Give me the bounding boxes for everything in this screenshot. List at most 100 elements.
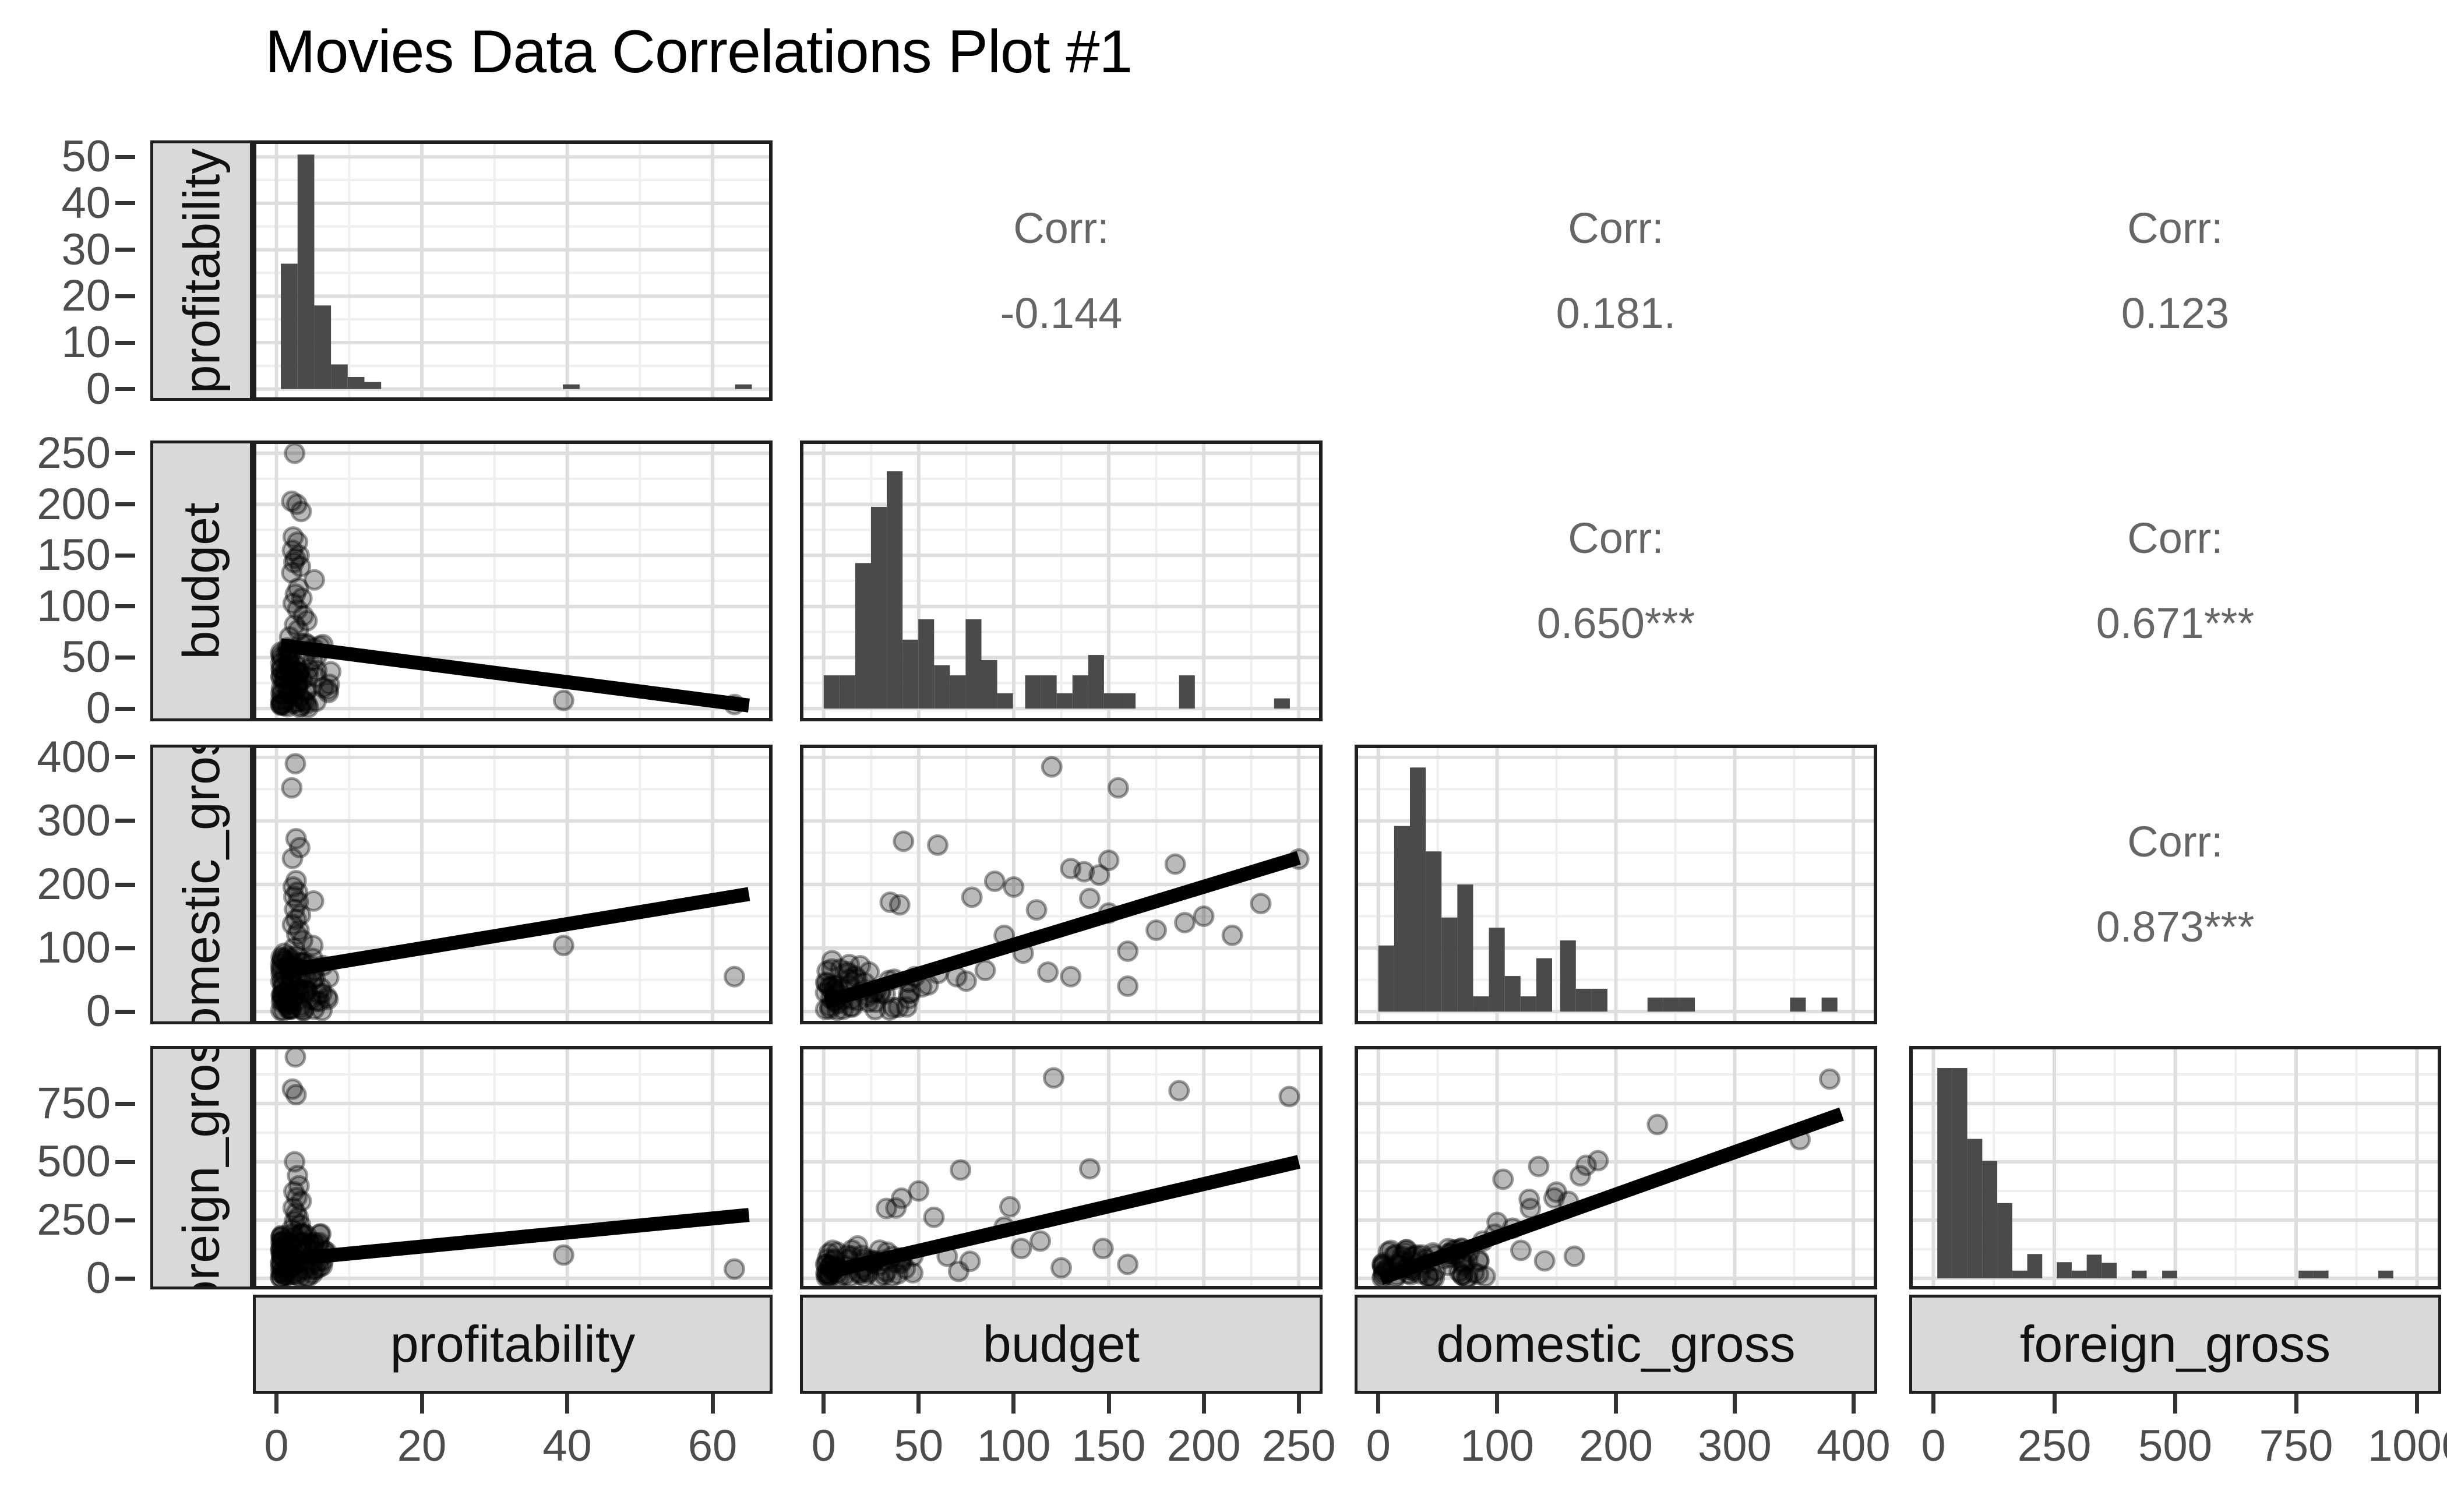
- x-tick-mark: [1106, 1394, 1111, 1414]
- scatter-panel-r3c2: [1355, 1046, 1877, 1289]
- y-tick-label: 300: [37, 795, 111, 845]
- y-tick-mark: [115, 154, 135, 159]
- corr-value: 0.650***: [1536, 599, 1695, 647]
- x-tick-mark: [1931, 1394, 1935, 1414]
- y-tick-mark: [115, 451, 135, 456]
- col-strip-profitability: profitability: [253, 1295, 773, 1394]
- y-tick-label: 10: [61, 318, 111, 367]
- scatter-panel-r2c0: [253, 745, 773, 1024]
- y-tick-mark: [115, 340, 135, 345]
- y-tick-mark: [115, 755, 135, 760]
- x-tick-label: 0: [1366, 1421, 1391, 1471]
- corr-value: 0.873***: [2096, 903, 2255, 951]
- col-strip-domestic_gross: domestic_gross: [1355, 1295, 1877, 1394]
- x-tick-label: 250: [2017, 1421, 2092, 1471]
- col-strip-label: domestic_gross: [1436, 1315, 1796, 1373]
- col-strip-label: foreign_gross: [2019, 1315, 2331, 1373]
- col-strip-label: profitability: [390, 1315, 636, 1373]
- x-tick-label: 0: [811, 1421, 836, 1471]
- y-tick-mark: [115, 248, 135, 252]
- x-tick-mark: [274, 1394, 279, 1414]
- corr-label: Corr:: [1013, 203, 1109, 252]
- y-tick-mark: [115, 706, 135, 711]
- x-tick-label: 500: [2138, 1421, 2212, 1471]
- x-tick-label: 250: [1261, 1421, 1336, 1471]
- x-tick-label: 100: [976, 1421, 1051, 1471]
- x-tick-mark: [1732, 1394, 1737, 1414]
- y-tick-label: 100: [37, 581, 111, 631]
- y-tick-label: 50: [61, 132, 111, 182]
- x-tick-label: 100: [1460, 1421, 1535, 1471]
- corr-label: Corr:: [2127, 817, 2223, 866]
- col-strip-foreign_gross: foreign_gross: [1909, 1295, 2441, 1394]
- y-tick-mark: [115, 553, 135, 558]
- corr-value: -0.144: [1000, 288, 1123, 337]
- x-tick-label: 200: [1166, 1421, 1241, 1471]
- x-tick-mark: [2415, 1394, 2419, 1414]
- y-tick-mark: [115, 655, 135, 660]
- y-tick-label: 200: [37, 859, 111, 909]
- y-tick-label: 250: [37, 1195, 111, 1245]
- scatter-panel-r3c0: [253, 1046, 773, 1289]
- corr-cell-profitability (count)-domestic_gross: Corr: 0.181.: [1355, 140, 1877, 401]
- y-tick-label: 200: [37, 479, 111, 529]
- histogram-panel-r3c3: [1909, 1046, 2441, 1289]
- x-tick-mark: [2294, 1394, 2298, 1414]
- x-tick-mark: [2173, 1394, 2177, 1414]
- x-tick-mark: [419, 1394, 424, 1414]
- row-strip-label: budget: [172, 502, 230, 660]
- x-tick-label: 150: [1071, 1421, 1146, 1471]
- corr-cell-profitability (count)-budget: Corr: -0.144: [800, 140, 1323, 401]
- y-tick-mark: [115, 201, 135, 206]
- histogram-panel-r2c2: [1355, 745, 1877, 1024]
- histogram-panel-r0c0: [253, 140, 773, 401]
- corr-label: Corr:: [1568, 514, 1664, 562]
- row-strip-domestic_gross: domestic_gross: [150, 745, 253, 1024]
- histogram-panel-r1c1: [800, 440, 1323, 721]
- x-tick-label: 300: [1697, 1421, 1772, 1471]
- x-tick-label: 0: [1921, 1421, 1946, 1471]
- corr-label: Corr:: [2127, 514, 2223, 562]
- x-tick-label: 400: [1816, 1421, 1891, 1471]
- x-tick-label: 1000: [2367, 1421, 2447, 1471]
- x-tick-mark: [1296, 1394, 1301, 1414]
- scatter-panel-r2c1: [800, 745, 1323, 1024]
- x-tick-label: 60: [687, 1421, 738, 1471]
- y-tick-mark: [115, 1101, 135, 1106]
- col-strip-budget: budget: [800, 1295, 1323, 1394]
- x-tick-label: 40: [542, 1421, 592, 1471]
- x-tick-mark: [1495, 1394, 1500, 1414]
- x-tick-mark: [821, 1394, 826, 1414]
- y-tick-mark: [115, 604, 135, 609]
- row-strip-label: foreign_gross: [172, 1046, 231, 1289]
- x-tick-label: 750: [2259, 1421, 2333, 1471]
- y-tick-label: 50: [61, 632, 111, 682]
- y-tick-mark: [115, 1276, 135, 1281]
- row-strip-budget: budget: [150, 440, 253, 721]
- corr-cell-budget-domestic_gross: Corr: 0.650***: [1355, 440, 1877, 721]
- y-tick-label: 30: [61, 224, 111, 274]
- y-tick-mark: [115, 946, 135, 950]
- x-tick-mark: [710, 1394, 715, 1414]
- x-tick-mark: [916, 1394, 921, 1414]
- corr-value: 0.123: [2121, 288, 2230, 337]
- y-tick-mark: [115, 882, 135, 887]
- corr-value: 0.671***: [2096, 599, 2255, 647]
- row-strip-label: domestic_gross: [172, 745, 231, 1024]
- y-tick-mark: [115, 387, 135, 392]
- corr-label: Corr:: [2127, 203, 2223, 252]
- x-tick-mark: [565, 1394, 570, 1414]
- x-tick-mark: [1614, 1394, 1618, 1414]
- x-tick-label: 50: [894, 1421, 944, 1471]
- row-strip-foreign_gross: foreign_gross: [150, 1046, 253, 1289]
- x-tick-label: 20: [397, 1421, 447, 1471]
- x-tick-mark: [2052, 1394, 2057, 1414]
- y-tick-label: 500: [37, 1137, 111, 1186]
- corr-label: Corr:: [1568, 203, 1664, 252]
- x-tick-mark: [1201, 1394, 1206, 1414]
- y-tick-label: 0: [86, 683, 111, 734]
- y-tick-label: 750: [37, 1079, 111, 1128]
- y-tick-mark: [115, 1159, 135, 1164]
- corr-value: 0.181.: [1556, 288, 1676, 337]
